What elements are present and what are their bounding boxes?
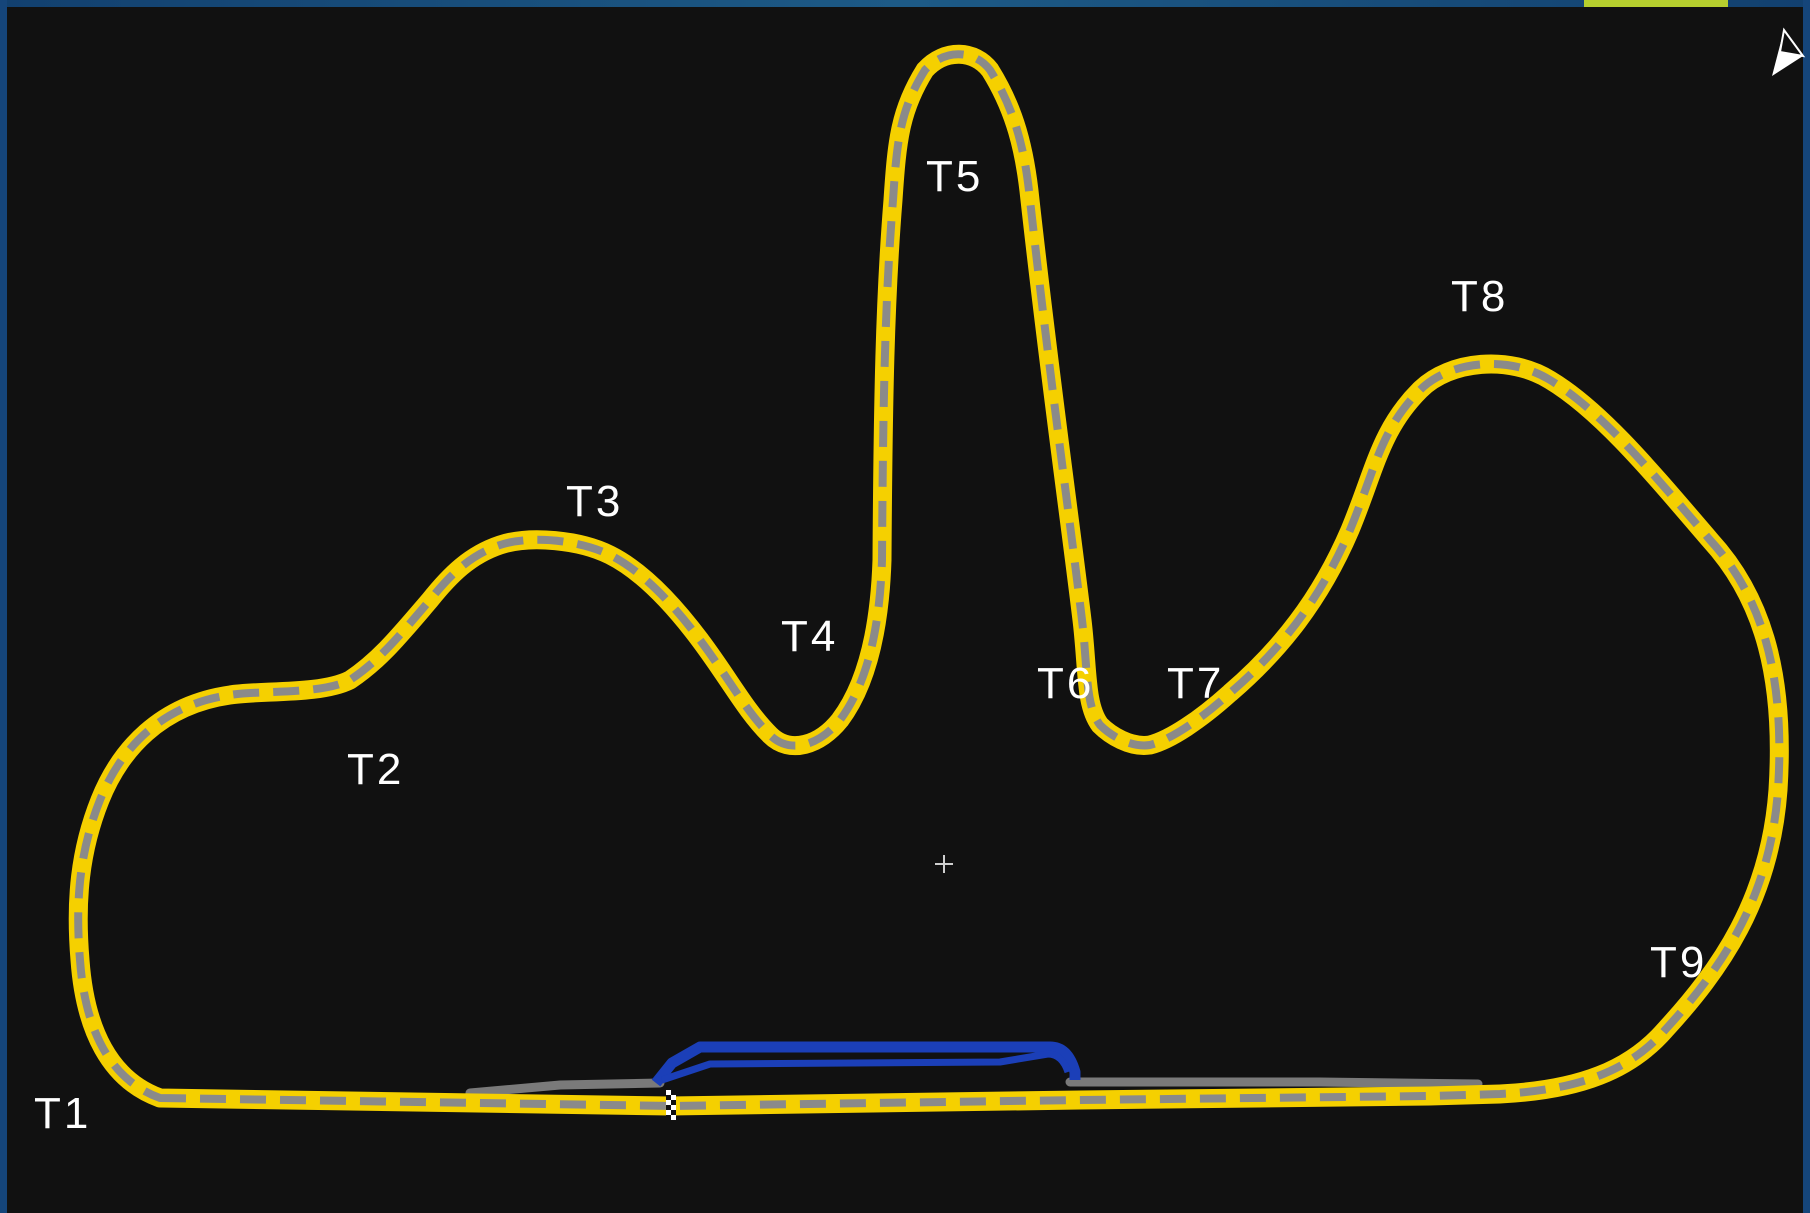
turn-label-t4: T4 [781, 612, 838, 661]
turn-label-t1: T1 [34, 1089, 91, 1138]
turn-label-t9: T9 [1650, 938, 1707, 987]
turn-label-t8: T8 [1451, 272, 1508, 321]
north-arrow-icon[interactable] [1772, 27, 1806, 76]
race-track [68, 44, 1789, 1116]
pit-lane [651, 1041, 1081, 1087]
track-surface [74, 50, 1784, 1110]
turn-label-t5: T5 [926, 152, 983, 201]
checkered-flag-icon [666, 1090, 676, 1120]
pit-lane-inner [660, 1050, 1072, 1084]
crosshair-icon [935, 855, 953, 873]
frame-right-bar [1803, 0, 1810, 1213]
turn-label-t2: T2 [347, 745, 404, 794]
accent-bar [1584, 0, 1728, 7]
frame-left-bar [0, 0, 7, 1213]
turn-label-t7: T7 [1167, 659, 1224, 708]
pit-road [465, 1077, 1483, 1098]
turn-label-t3: T3 [566, 477, 623, 526]
frame-top-bar [0, 0, 1810, 7]
turn-label-t6: T6 [1037, 659, 1094, 708]
